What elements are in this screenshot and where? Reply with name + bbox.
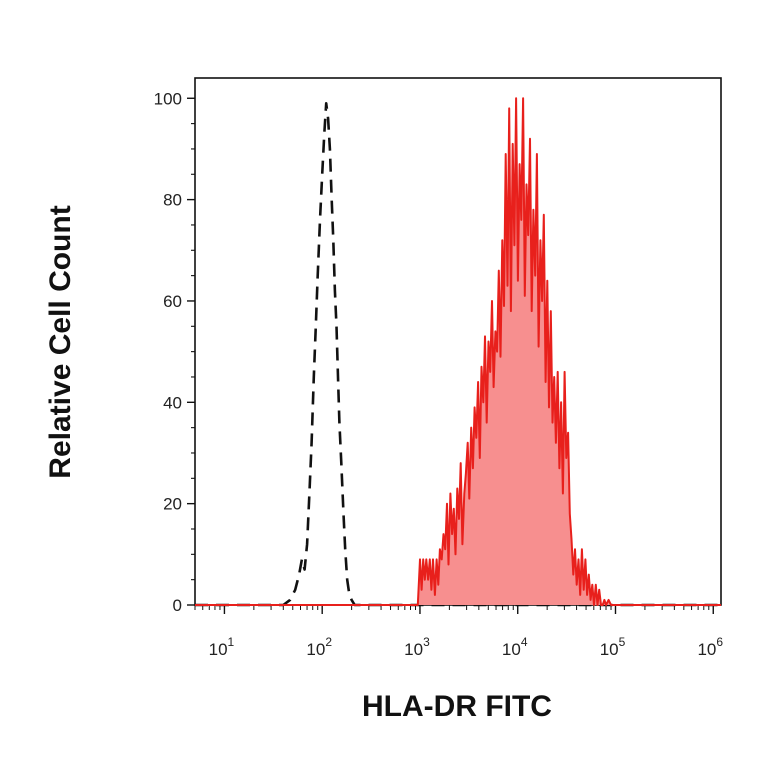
x-tick-label: 105 bbox=[600, 635, 626, 659]
histogram-dashed-line bbox=[195, 102, 721, 607]
y-tick-label: 80 bbox=[163, 191, 182, 210]
x-axis-title: HLA-DR FITC bbox=[362, 690, 552, 723]
y-tick-label: 60 bbox=[163, 292, 182, 311]
y-axis: 0 20 40 60 80 100 bbox=[154, 89, 195, 615]
y-tick-label: 0 bbox=[173, 596, 182, 615]
x-tick-label: 101 bbox=[209, 635, 235, 659]
x-tick-label: 104 bbox=[502, 635, 528, 659]
x-tick-label: 103 bbox=[404, 635, 430, 659]
histogram-area-outline bbox=[195, 97, 721, 606]
x-tick-label: 102 bbox=[306, 635, 332, 659]
y-tick-label: 100 bbox=[154, 89, 182, 108]
x-tick-label: 106 bbox=[697, 635, 723, 659]
x-axis: 101 102 103 104 105 106 bbox=[194, 605, 723, 659]
y-tick-label: 40 bbox=[163, 393, 182, 412]
y-tick-label: 20 bbox=[163, 495, 182, 514]
y-axis-title: Relative Cell Count bbox=[44, 205, 77, 478]
histogram-area-fill bbox=[195, 98, 721, 606]
series-layer bbox=[195, 97, 721, 607]
